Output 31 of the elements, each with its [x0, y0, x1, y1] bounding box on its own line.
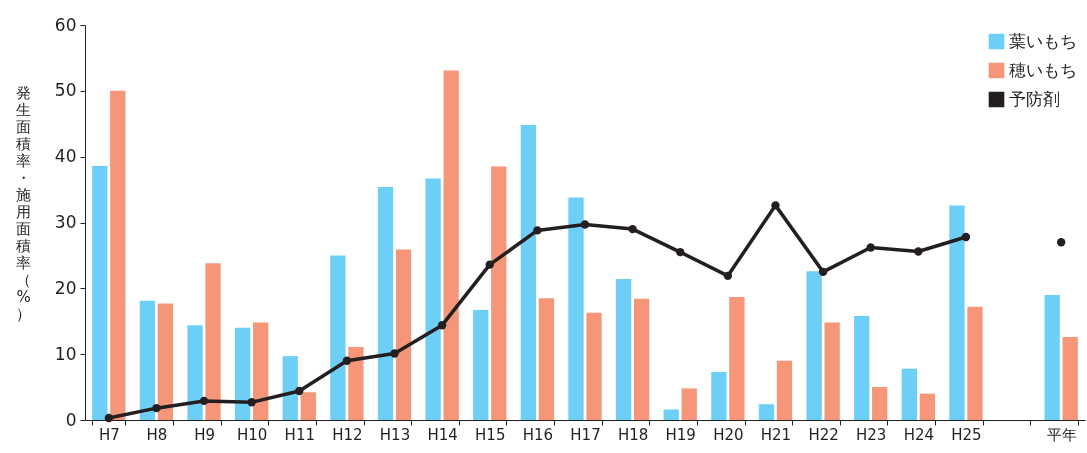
x-tick-label: H19: [665, 425, 696, 444]
x-tick-label: H17: [570, 425, 601, 444]
x-tick-label: H11: [284, 425, 315, 444]
x-tick-label: H22: [808, 425, 839, 444]
y-tick-label: 10: [54, 343, 77, 364]
x-tick-label: H9: [194, 425, 215, 444]
x-tick-label: H13: [379, 425, 411, 444]
x-tick-label: H21: [760, 425, 792, 444]
x-tick-label: 平年: [1046, 425, 1077, 444]
x-tick-label: H10: [236, 425, 268, 444]
y-tick-label: 20: [54, 277, 77, 298]
text: 発生面積率・施用面積率（%）: [16, 83, 31, 323]
x-tick-label: H15: [475, 425, 506, 444]
x-tick-label: H25: [951, 425, 982, 444]
x-tick-label: H16: [522, 425, 554, 444]
x-tick-label: H24: [903, 425, 935, 444]
x-tick-label: H14: [427, 425, 458, 444]
x-tick-label: H18: [617, 425, 649, 444]
y-tick-label: 50: [54, 80, 77, 101]
y-tick-label: 60: [54, 14, 77, 35]
y-tick-label: 40: [54, 146, 77, 167]
y-tick-label: 30: [54, 212, 77, 232]
x-tick-label: H7: [98, 425, 120, 444]
x-tick-label: H23: [856, 425, 887, 444]
legend-label: 穂いもち: [1009, 59, 1077, 80]
legend-label: 葉いもち: [1009, 30, 1077, 51]
x-tick-label: H20: [713, 425, 744, 444]
x-tick-label: H12: [332, 425, 363, 444]
legend-label: 予防剤: [1009, 88, 1060, 109]
x-tick-label: H8: [146, 425, 168, 444]
y-tick-label: 0: [65, 409, 77, 430]
